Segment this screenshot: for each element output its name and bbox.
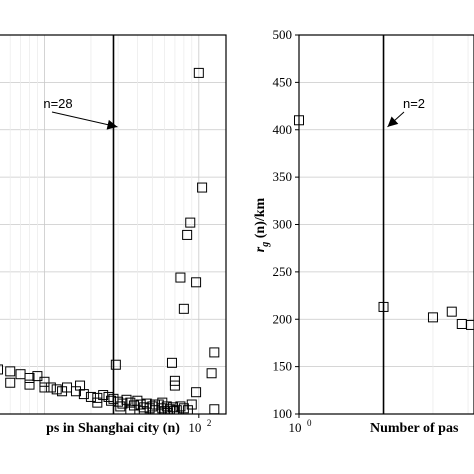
data-point <box>169 380 180 391</box>
data-point <box>182 229 193 240</box>
data-points <box>294 115 474 330</box>
y-tick-label: 350 <box>273 169 293 184</box>
data-point <box>5 377 16 388</box>
data-point <box>115 401 126 412</box>
x-tick-label: 10 <box>188 420 201 435</box>
y-tick-label: 500 <box>273 27 293 42</box>
x-tick-exponent: 2 <box>207 418 212 428</box>
data-point <box>186 399 197 410</box>
data-point <box>5 366 16 377</box>
y-tick-label: 100 <box>273 406 293 421</box>
data-points <box>0 67 220 414</box>
right-x-axis-label: Number of pas <box>370 421 459 436</box>
data-point <box>98 390 109 401</box>
y-tick-label: 450 <box>273 74 293 89</box>
data-point <box>121 394 132 405</box>
data-point <box>157 397 168 408</box>
data-point <box>182 405 193 414</box>
x-tick-label: 10 <box>289 420 302 435</box>
data-point <box>185 217 196 228</box>
data-point <box>209 404 220 414</box>
data-point <box>191 387 202 398</box>
data-point <box>446 306 457 317</box>
data-point <box>39 382 50 393</box>
data-point <box>75 380 86 391</box>
data-point <box>32 371 43 382</box>
annotation-arrow-head <box>106 119 118 130</box>
data-point <box>206 368 217 379</box>
data-point <box>456 318 467 329</box>
y-tick-label: 400 <box>273 122 293 137</box>
data-point <box>175 272 186 283</box>
data-point <box>197 182 208 193</box>
y-tick-label: 150 <box>273 359 293 374</box>
data-point <box>166 357 177 368</box>
data-point <box>45 382 56 393</box>
data-point <box>110 359 121 370</box>
annotation-arrow-line <box>51 111 118 128</box>
data-point <box>106 395 117 406</box>
data-point <box>209 347 220 358</box>
data-point <box>178 303 189 314</box>
x-tick-exponent: 0 <box>307 418 312 428</box>
data-point <box>149 405 160 414</box>
data-point <box>138 406 149 414</box>
data-point <box>466 319 474 330</box>
data-point <box>191 277 202 288</box>
right-y-axis-label: rg (n)/km <box>253 197 271 252</box>
annotation-arrow-head <box>387 116 399 127</box>
y-tick-label: 200 <box>273 311 293 326</box>
data-point <box>168 406 179 414</box>
data-point <box>57 386 68 397</box>
data-point <box>85 391 96 402</box>
right-annotation: n=2 <box>403 96 425 111</box>
left-annotation: n=28 <box>43 96 72 111</box>
data-point <box>378 301 389 312</box>
data-point <box>162 408 173 414</box>
axes-frame <box>0 34 227 415</box>
data-point <box>24 372 35 383</box>
data-point <box>51 384 62 395</box>
data-point <box>149 399 160 410</box>
data-point <box>427 312 438 323</box>
data-point <box>0 364 3 375</box>
data-point <box>167 402 178 413</box>
y-tick-label: 300 <box>273 217 293 232</box>
left-x-axis-label: ps in Shanghai city (n) <box>46 421 180 436</box>
data-point <box>125 397 136 408</box>
data-point <box>294 115 304 126</box>
left-chart-panel: 10 2 <box>0 34 227 435</box>
data-point <box>39 376 50 387</box>
data-point <box>193 67 204 78</box>
data-point <box>24 379 35 390</box>
y-tick-label: 250 <box>273 264 293 279</box>
data-point <box>125 405 136 414</box>
data-point <box>92 397 103 408</box>
